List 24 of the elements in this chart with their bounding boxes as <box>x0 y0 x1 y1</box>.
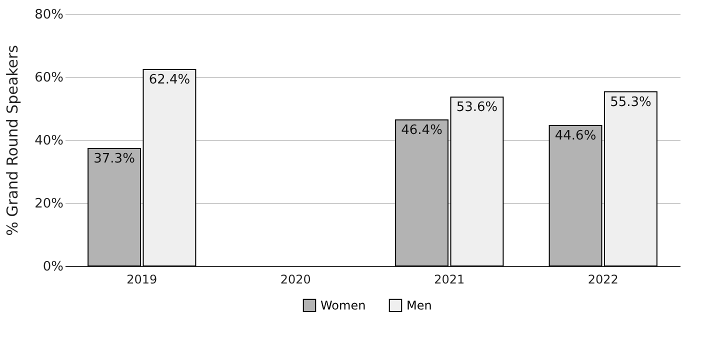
bar <box>548 125 602 266</box>
y-tick-label: 60% <box>34 70 64 86</box>
y-tick-label: 40% <box>34 134 64 148</box>
y-axis-title: % Grand Round Speakers <box>4 44 22 236</box>
bar <box>88 148 141 266</box>
bar <box>450 96 504 266</box>
legend-label: Women <box>320 298 366 312</box>
data-label: 53.6% <box>456 100 498 116</box>
bar <box>395 119 448 266</box>
legend-label: Men <box>406 298 432 312</box>
bar <box>604 91 658 266</box>
x-tick-label: 2020 <box>280 272 311 286</box>
y-tick-label: 20% <box>34 196 64 212</box>
data-label: 37.3% <box>94 152 135 167</box>
x-tick-label: 2022 <box>588 272 618 286</box>
x-tick-label: 2021 <box>434 272 465 286</box>
bar <box>142 68 196 266</box>
data-label: 46.4% <box>401 122 442 138</box>
data-label: 62.4% <box>148 72 190 88</box>
y-tick-label: 0% <box>42 260 64 274</box>
y-tick-label: 80% <box>34 8 64 22</box>
x-tick-label: 2019 <box>126 272 158 286</box>
data-label: 44.6% <box>554 128 596 144</box>
data-label: 55.3% <box>610 94 652 110</box>
